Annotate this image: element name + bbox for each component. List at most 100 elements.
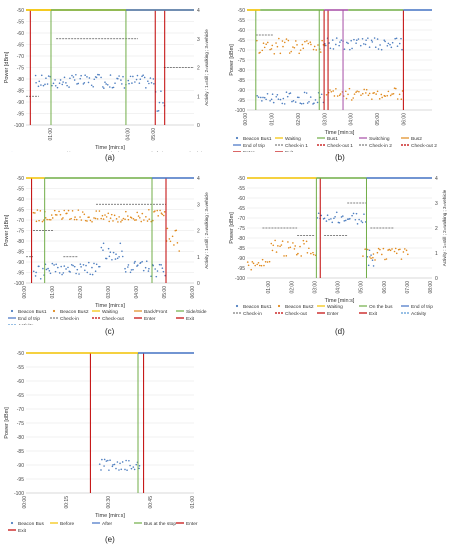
x-tick-label: 06:00 [382, 281, 388, 294]
y-tick-label: -55 [17, 365, 24, 371]
y-tick-label: -60 [17, 197, 24, 203]
y-tick-label: -100 [235, 108, 245, 114]
data-point [62, 217, 64, 219]
data-point [135, 219, 137, 221]
data-point [371, 259, 374, 262]
data-point [80, 219, 83, 221]
legend-label: Enter [243, 150, 255, 152]
data-point [395, 252, 398, 255]
legend-label: Beacon Bus1 [18, 309, 47, 315]
legend-marker [277, 304, 281, 308]
data-point [87, 261, 90, 264]
data-point [395, 37, 398, 40]
data-point [135, 463, 138, 466]
data-point [387, 90, 390, 93]
data-point [39, 210, 42, 212]
data-point [52, 82, 55, 85]
data-point [379, 44, 381, 46]
data-point [371, 98, 373, 100]
data-point [162, 214, 165, 217]
data-point [349, 48, 351, 51]
data-point [368, 249, 371, 252]
x-tick-label: 03:00 [312, 281, 318, 294]
data-point [79, 263, 82, 265]
y-tick-label: -70 [238, 216, 245, 222]
data-point [129, 75, 132, 78]
data-point [53, 209, 56, 212]
x-axis-label: Time [min:s] [95, 513, 125, 519]
data-point [105, 83, 107, 85]
legend-label: On the bus [102, 151, 126, 152]
data-point [365, 39, 367, 41]
data-point [85, 264, 87, 267]
y-axis-label: Power [dBm] [4, 407, 10, 439]
data-point [316, 217, 319, 219]
data-point [362, 43, 365, 45]
y2-tick-label: 4 [197, 176, 200, 182]
data-point [401, 48, 403, 51]
data-point [404, 248, 406, 250]
data-point [178, 250, 181, 252]
data-point [66, 84, 68, 87]
data-point [109, 74, 112, 76]
y2-tick-label: 3 [197, 37, 200, 43]
x-tick-label: 01:00 [48, 128, 54, 141]
data-point [355, 42, 357, 44]
data-point [330, 90, 333, 93]
y-tick-label: -55 [17, 187, 24, 193]
data-point [162, 102, 164, 104]
data-point [117, 77, 119, 80]
y-tick-label: -75 [238, 226, 245, 232]
data-point [381, 96, 383, 99]
data-point [356, 223, 359, 225]
data-point [125, 210, 127, 213]
data-point [81, 211, 84, 213]
data-point [319, 51, 322, 53]
data-point [118, 255, 120, 258]
data-point [390, 46, 393, 49]
data-point [303, 242, 305, 245]
data-point [343, 48, 346, 50]
data-point [136, 264, 139, 266]
data-point [333, 217, 335, 220]
data-point [372, 265, 375, 267]
data-point [74, 216, 76, 218]
data-point [76, 268, 79, 271]
data-point [287, 39, 290, 42]
data-point [371, 41, 374, 43]
data-point [108, 469, 110, 471]
data-point [338, 221, 341, 224]
data-point [72, 76, 75, 78]
data-point [254, 264, 256, 267]
data-point [38, 80, 41, 83]
data-point [389, 249, 392, 252]
data-point [107, 247, 110, 250]
data-point [257, 261, 260, 264]
data-point [302, 102, 305, 105]
data-point [380, 48, 383, 51]
x-tick-label: 04:00 [134, 286, 140, 299]
data-point [127, 79, 130, 82]
data-point [160, 264, 162, 266]
data-point [70, 217, 72, 220]
data-point [67, 266, 69, 269]
data-point [153, 82, 155, 85]
y-tick-label: -60 [238, 196, 245, 202]
y-tick-label: -55 [238, 18, 245, 24]
data-point [364, 43, 367, 46]
data-point [251, 261, 254, 263]
data-point [79, 216, 81, 218]
data-point [88, 216, 90, 218]
data-point [36, 209, 39, 211]
data-point [340, 216, 343, 218]
x-tick-label: 04:00 [125, 128, 131, 141]
x-tick-label: 03:00 [322, 113, 328, 126]
data-point [399, 248, 401, 251]
data-point [76, 83, 78, 85]
data-point [298, 52, 300, 55]
data-point [376, 90, 379, 93]
data-point [49, 272, 52, 275]
y-tick-label: -90 [17, 463, 24, 469]
data-point [114, 82, 116, 84]
data-point [35, 220, 38, 223]
